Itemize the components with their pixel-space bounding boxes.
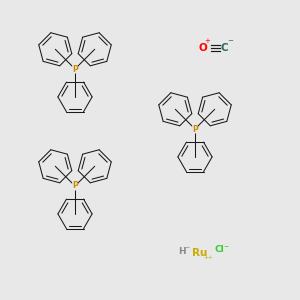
- Text: H: H: [178, 247, 185, 256]
- Text: +: +: [205, 38, 211, 44]
- Text: −: −: [184, 244, 189, 249]
- Text: −: −: [223, 244, 229, 248]
- Text: ++: ++: [203, 255, 213, 260]
- Text: O: O: [198, 43, 207, 53]
- Text: Cl: Cl: [214, 245, 224, 254]
- Text: P: P: [192, 124, 198, 134]
- Text: P: P: [72, 182, 78, 190]
- Text: Ru: Ru: [192, 248, 207, 259]
- Text: −: −: [227, 38, 233, 44]
- Text: C: C: [220, 43, 228, 53]
- Text: P: P: [72, 64, 78, 74]
